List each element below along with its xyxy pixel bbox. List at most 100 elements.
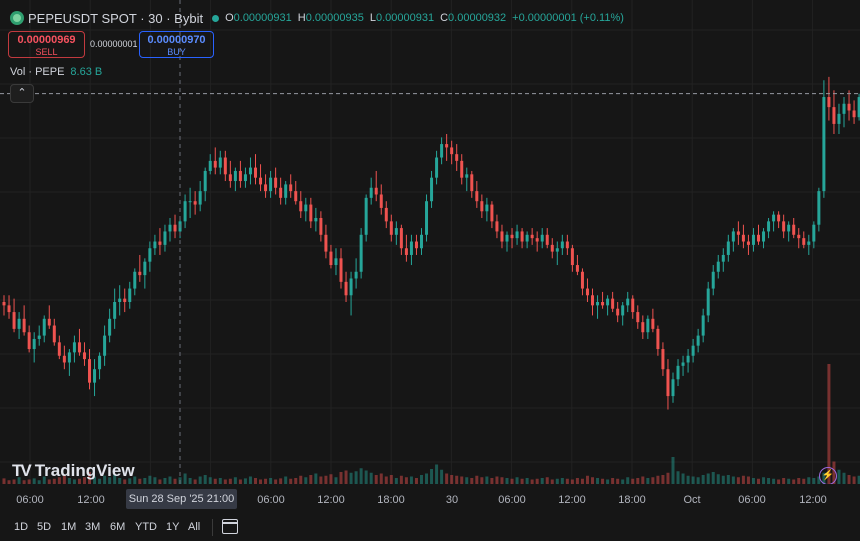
range-5d-button[interactable]: 5D [37, 521, 52, 533]
volume-bar [108, 477, 112, 484]
buy-label: BUY [167, 47, 186, 57]
symbol-title[interactable]: PEPEUSDT SPOT · 30 · Bybit [28, 10, 204, 26]
candle-body [274, 177, 278, 188]
volume-bar [701, 475, 705, 484]
volume-bar [264, 478, 268, 484]
volume-bar [782, 478, 786, 484]
candle-body [606, 298, 610, 306]
range-1y-button[interactable]: 1Y [166, 521, 180, 533]
candle-body [284, 184, 288, 198]
candle-body [445, 144, 449, 148]
low-value: 0.00000931 [375, 12, 435, 24]
candle-body [173, 224, 177, 232]
volume-bar [847, 475, 851, 484]
volume-bar [631, 478, 635, 484]
volume-legend[interactable]: Vol · PEPE 8.63 B [10, 66, 102, 78]
candle-body [520, 231, 524, 242]
volume-bar [419, 475, 423, 484]
candle-body [168, 224, 172, 232]
candle-body [555, 248, 559, 252]
volume-bar [767, 478, 771, 484]
volume-bar [93, 476, 97, 484]
candle-body [565, 241, 569, 249]
volume-bar [128, 478, 132, 484]
volume-bar [304, 477, 308, 484]
candle-body [419, 234, 423, 249]
volume-bar [123, 479, 127, 484]
volume-bar [243, 478, 247, 484]
candle-body [646, 318, 650, 333]
sell-button[interactable]: 0.00000969 SELL [8, 31, 85, 58]
candle-body [661, 349, 665, 370]
candle-body [485, 204, 489, 212]
candle-body [67, 352, 71, 363]
volume-bar [731, 476, 735, 484]
candle-body [254, 167, 257, 178]
volume-bar [540, 478, 544, 484]
volume-bar [238, 479, 242, 484]
candle-body [12, 312, 16, 329]
volume-bar [686, 475, 690, 484]
volume-bar [636, 478, 640, 484]
candle-body [842, 103, 846, 114]
candle-body [681, 362, 685, 366]
volume-bar [414, 478, 418, 484]
candle-body [525, 234, 529, 242]
volume-bar [98, 478, 102, 484]
lightning-icon[interactable]: ⚡ [819, 467, 837, 485]
range-all-button[interactable]: All [188, 521, 201, 533]
volume-bar [349, 472, 353, 484]
range-1d-button[interactable]: 1D [14, 521, 29, 533]
volume-bar [259, 479, 263, 484]
candle-body [837, 113, 841, 124]
range-6m-button[interactable]: 6M [110, 521, 126, 533]
high-value: 0.00000935 [305, 12, 364, 24]
tradingview-mark-icon: TV [12, 461, 32, 480]
volume-bar [203, 475, 207, 484]
volume-bar [168, 476, 172, 484]
volume-bar [88, 472, 92, 484]
volume-bar [52, 478, 56, 484]
volume-bar [666, 472, 670, 484]
candle-body [545, 234, 549, 245]
chevron-up-icon[interactable]: ⌃ [10, 84, 34, 103]
volume-bar [641, 476, 645, 484]
crosshair-time-label: Sun 28 Sep '25 21:00 [126, 489, 237, 509]
candle-body [183, 201, 187, 222]
volume-bar [475, 475, 479, 484]
volume-bar [661, 475, 665, 484]
candle-body [696, 335, 700, 346]
candle-body [797, 234, 801, 239]
candle-body [37, 335, 41, 339]
candle-body [379, 194, 383, 208]
volume-bar [188, 478, 192, 484]
candle-body [404, 248, 408, 255]
volume-bar [254, 478, 257, 484]
candle-body [203, 170, 207, 192]
bottom-toolbar: 1D 5D 1M 3M 6M YTD 1Y All [0, 514, 860, 541]
sell-label: SELL [35, 47, 58, 57]
range-1m-button[interactable]: 1M [61, 521, 77, 533]
buy-button[interactable]: 0.00000970 BUY [139, 31, 214, 58]
range-3m-button[interactable]: 3M [85, 521, 101, 533]
candle-body [72, 342, 76, 353]
volume-bar [606, 479, 610, 484]
volume-bar [525, 478, 529, 484]
volume-bar [772, 478, 776, 484]
calendar-goto-icon[interactable] [222, 519, 238, 534]
volume-bar [369, 472, 373, 484]
volume-bar [721, 475, 725, 484]
candle-body [103, 335, 107, 356]
volume-bar [440, 469, 444, 484]
volume-bar [817, 476, 821, 484]
range-ytd-button[interactable]: YTD [135, 521, 157, 533]
candle-body [198, 191, 202, 205]
candlestick-chart[interactable] [0, 0, 860, 484]
tradingview-logo[interactable]: TV TradingView [12, 461, 135, 481]
candle-body [47, 318, 51, 326]
time-axis[interactable]: 06:00 12:00 06:00 12:00 18:00 30 06:00 1… [0, 484, 860, 514]
candle-body [741, 234, 745, 242]
volume-bar [746, 476, 750, 484]
chart-area[interactable]: PEPEUSDT SPOT · 30 · Bybit O 0.00000931 H… [0, 0, 860, 485]
candle-body [731, 231, 735, 242]
